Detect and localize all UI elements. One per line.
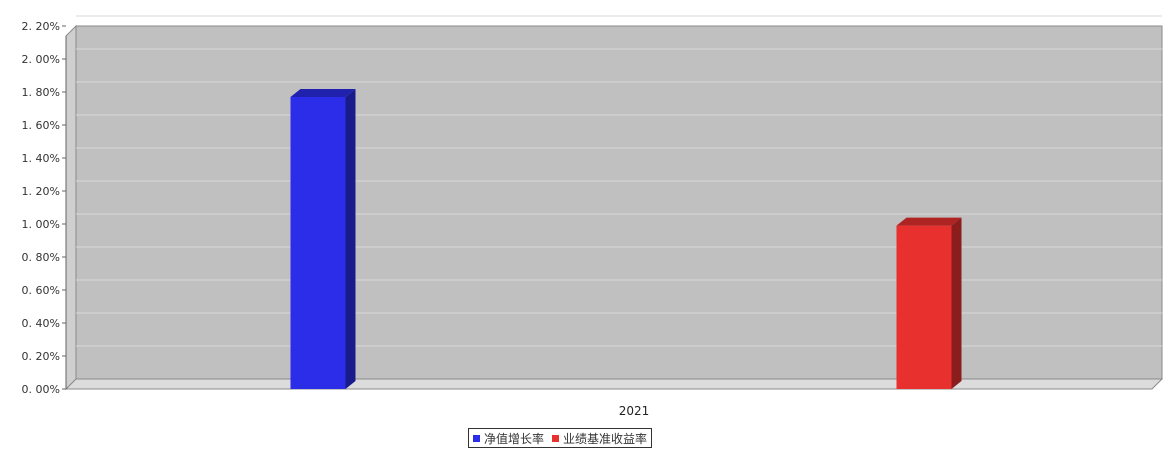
legend-swatch-series-2 — [552, 434, 560, 442]
legend-label-series-1: 净值增长率 — [484, 431, 545, 446]
bar-side — [951, 217, 962, 389]
plot-back-wall — [75, 25, 1163, 380]
plot-area — [64, 24, 1164, 391]
gridlines — [76, 15, 1162, 347]
plot-left-wall — [65, 24, 77, 391]
y-tick-label: 0. 20% — [22, 350, 60, 363]
y-tick-label: 1. 00% — [22, 218, 60, 231]
bar-front — [896, 225, 952, 389]
y-tick-label: 0. 00% — [22, 383, 60, 396]
y-tick-label: 0. 40% — [22, 317, 60, 330]
y-tick-label: 2. 20% — [22, 20, 60, 33]
y-tick-label: 1. 20% — [22, 185, 60, 198]
legend-swatch-series-1 — [473, 434, 480, 442]
y-tick-label: 0. 80% — [22, 251, 60, 264]
y-tick-label: 1. 60% — [22, 119, 60, 132]
y-tick-label: 2. 00% — [22, 53, 60, 66]
bar-1 — [290, 88, 356, 389]
y-tick-label: 1. 40% — [22, 152, 60, 165]
y-tick-label: 0. 60% — [22, 284, 60, 297]
y-axis: 0. 00% 0. 20% 0. 40% 0. 60% 0. 80% 1. 00% 1. 2… — [22, 20, 67, 396]
legend-label-series-2: 业绩基准收益率 — [563, 431, 648, 446]
bar-top — [290, 88, 356, 97]
bar-side — [345, 88, 356, 389]
x-tick-label: 2021 — [619, 404, 650, 418]
legend-item-series-1: 净值增长率 — [473, 430, 544, 447]
legend-item-series-2: 业绩基准收益率 — [552, 430, 647, 447]
y-tick-label: 1. 80% — [22, 86, 60, 99]
bars — [290, 88, 962, 389]
legend: 净值增长率 业绩基准收益率 — [468, 428, 653, 448]
plot-floor — [64, 378, 1164, 390]
bar-2 — [896, 217, 962, 389]
bar-top — [896, 217, 962, 226]
bar-front — [290, 96, 346, 389]
x-axis: 2021 — [619, 404, 650, 418]
